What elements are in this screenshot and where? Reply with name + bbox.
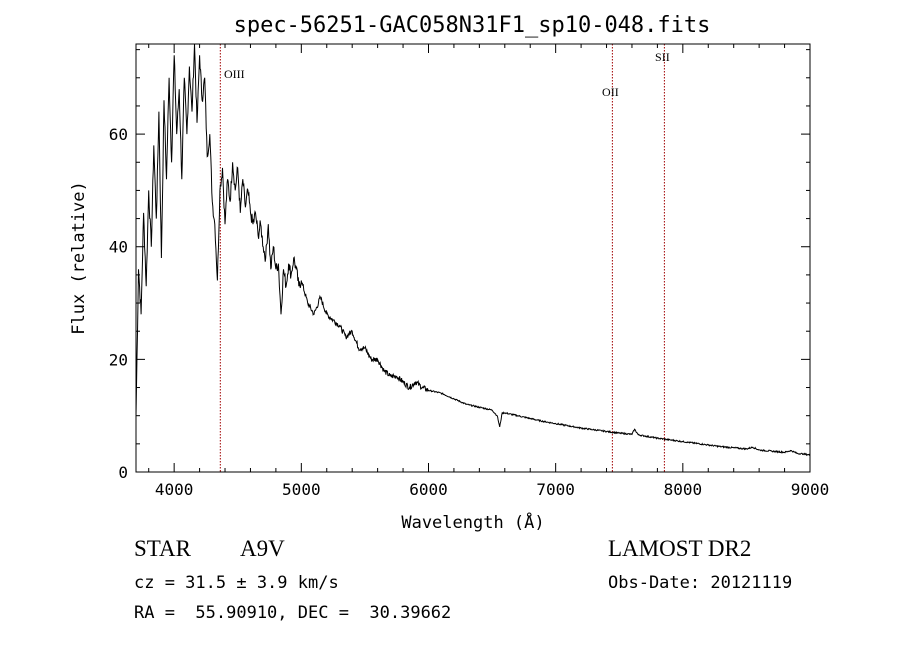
y-tick-label: 60 — [109, 125, 128, 144]
x-tick-label: 9000 — [791, 480, 830, 499]
x-axis-label: Wavelength (Å) — [401, 511, 544, 533]
x-tick-label: 4000 — [155, 480, 194, 499]
spectrum-series-line — [135, 43, 811, 457]
x-tick-label: 5000 — [282, 480, 321, 499]
line-label-sii: SII — [655, 50, 670, 64]
y-tick-label: 40 — [109, 238, 128, 257]
redshift-readout: cz = 31.5 ± 3.9 km/s — [134, 573, 339, 593]
x-tick-label: 7000 — [536, 480, 575, 499]
x-tick-label: 6000 — [409, 480, 448, 499]
chart-title: spec-56251-GAC058N31F1_sp10-048.fits — [234, 13, 711, 38]
survey-label: LAMOST DR2 — [608, 536, 752, 561]
coordinates: RA = 55.90910, DEC = 30.39662 — [134, 603, 452, 623]
plot-frame — [135, 43, 811, 473]
object-subclass: A9V — [240, 536, 285, 561]
y-axis-label: Flux (relative) — [69, 181, 89, 335]
object-class: STAR — [134, 536, 191, 561]
y-tick-label: 20 — [109, 350, 128, 369]
y-tick-label: 0 — [118, 463, 128, 482]
obs-date: Obs-Date: 20121119 — [608, 573, 793, 593]
line-label-oiii: OIII — [224, 67, 245, 81]
line-label-oii: OII — [602, 85, 619, 99]
x-tick-label: 8000 — [664, 480, 703, 499]
